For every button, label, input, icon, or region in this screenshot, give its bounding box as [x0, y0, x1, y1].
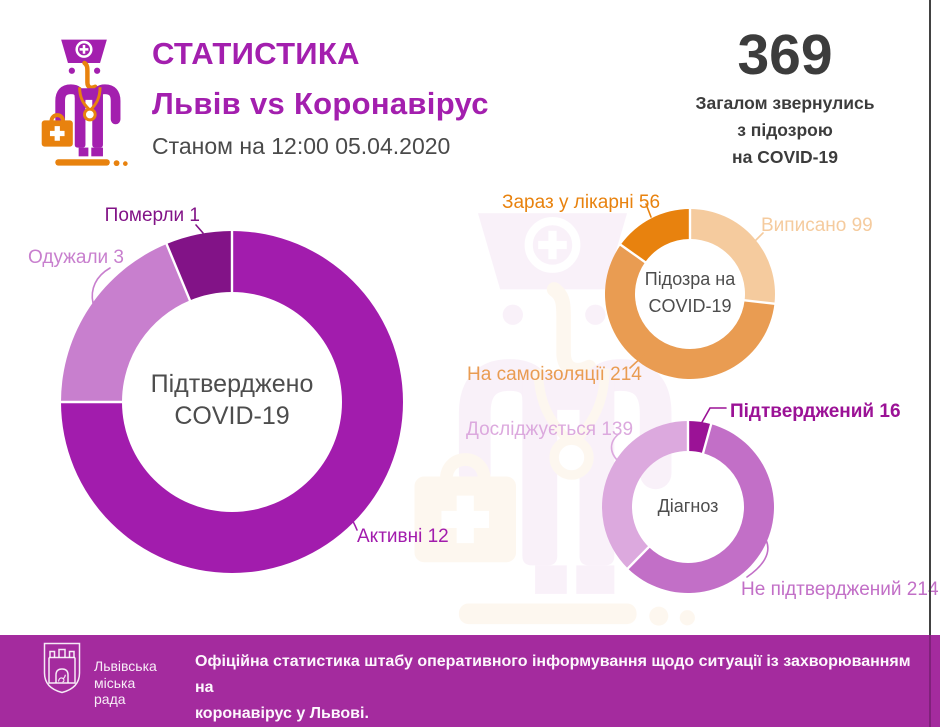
total-summary: 369 Загалом звернулись з підозрою на COV…: [645, 26, 925, 171]
donut-slice-Досліджується: [602, 421, 688, 569]
as-of-date: Станом на 12:00 05.04.2020: [152, 133, 451, 159]
confirmed-donut-center-label: Підтверджено COVID-19: [150, 370, 314, 430]
total-value: 369: [737, 23, 833, 87]
leader-self-isolation: [629, 353, 646, 369]
leader-active: [346, 510, 358, 531]
suspected-donut-center-label: Підозра на COVID-19: [644, 269, 736, 316]
callout-deaths: Померли 1: [104, 205, 200, 226]
leader-not-confirmed: [746, 539, 769, 578]
suspected-covid19-donut: [605, 208, 776, 380]
total-caption-line: Загалом звернулись: [695, 93, 875, 113]
leader-hospital: [645, 203, 652, 218]
callout-discharged: Виписано 99: [761, 215, 873, 236]
diagnosis-donut-center-label: Діагноз: [657, 496, 719, 516]
lviv-coat-of-arms-icon: [43, 642, 81, 694]
window-right-edge: [929, 0, 931, 635]
page-title: СТАТИСТИКА: [152, 36, 360, 71]
total-caption-line: на COVID-19: [732, 147, 838, 167]
diagnosis-donut: [602, 420, 774, 593]
leader-deaths: [195, 224, 204, 234]
footer-bar: Львівська міська рада Офіційна статистик…: [0, 635, 940, 727]
slice-separator: [165, 242, 192, 302]
callout-hospital: Зараз у лікарні 56: [502, 192, 661, 213]
donut-slice-Виписано: [690, 209, 775, 304]
donut-slice-Одужали: [61, 244, 190, 402]
window-right-edge-footer: [929, 635, 931, 727]
donut-slice-На самоізоляції: [605, 244, 775, 380]
footer-note: Офіційна статистика штабу оперативного і…: [195, 653, 911, 722]
leader-recovered: [91, 267, 111, 304]
donut-slice-Зараз у лікарні: [620, 209, 690, 263]
slice-separator: [626, 545, 651, 571]
total-caption-line: з підозрою: [737, 120, 833, 140]
leader-investigated: [610, 432, 621, 462]
callout-self-isolation: На самоізоляції 214: [467, 364, 642, 385]
donut-slice-Активні: [61, 231, 403, 573]
donut-slice-Не підтверджений: [627, 424, 774, 593]
callout-investigated: Досліджується 139: [466, 419, 634, 440]
callout-recovered: Одужали 3: [28, 247, 124, 268]
slice-separator: [701, 422, 713, 455]
leader-confirmed-diag: [700, 407, 727, 425]
slice-separator: [743, 299, 776, 306]
callout-confirmed-diag: Підтверджений 16: [730, 401, 901, 422]
confirmed-covid19-donut: [60, 230, 403, 573]
callout-active: Активні 12: [357, 526, 449, 547]
slice-separator: [619, 243, 647, 264]
page-subtitle: Львів vs Коронавірус: [152, 86, 489, 121]
donut-slice-Підтверджений: [688, 421, 712, 454]
callout-not-confirmed: Не підтверджений 214: [741, 579, 939, 600]
leader-discharged: [752, 232, 764, 244]
org-name: Львівська міська рада: [94, 658, 157, 707]
